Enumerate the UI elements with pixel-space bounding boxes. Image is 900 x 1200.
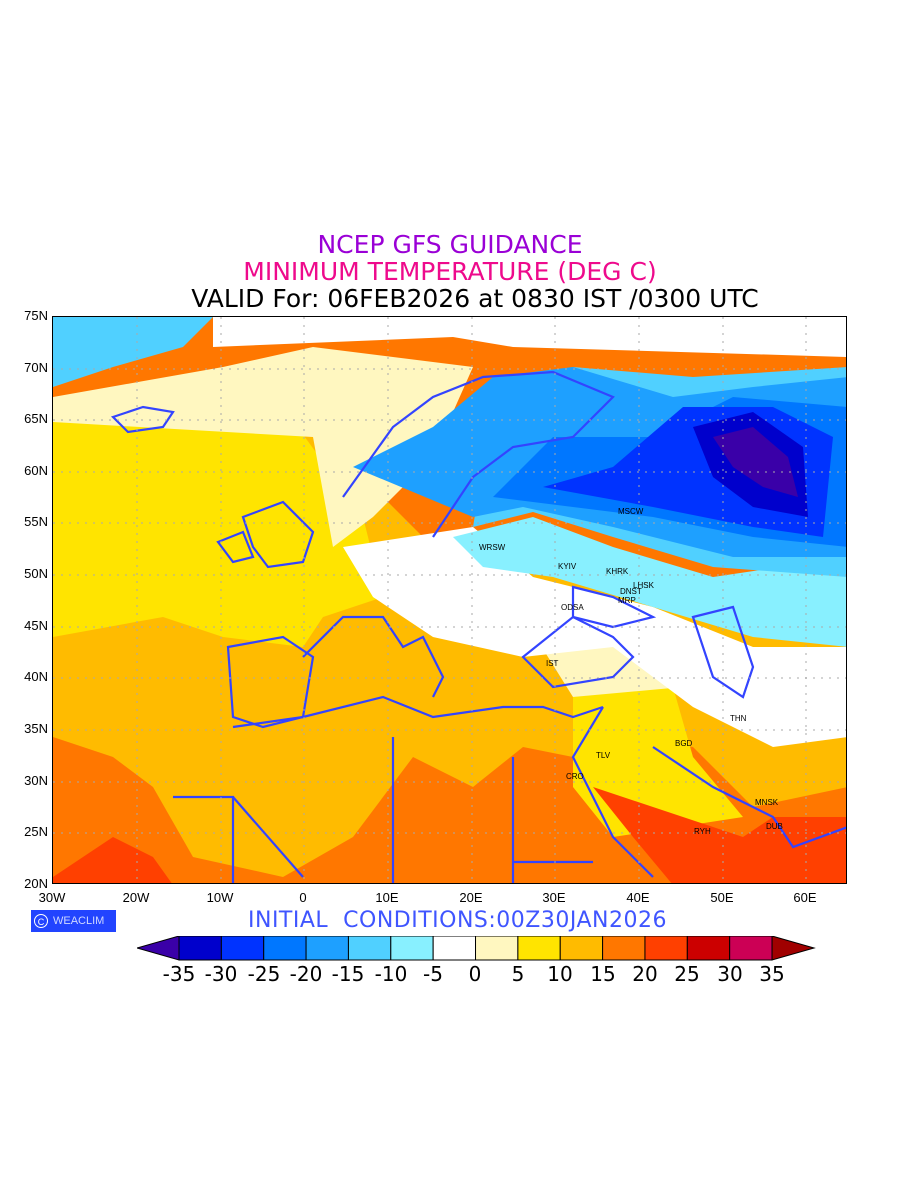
lat-label: 35N xyxy=(24,721,48,736)
colorbar-swatch xyxy=(390,936,434,961)
chart-subtitle: MINIMUM TEMPERATURE (DEG C) xyxy=(243,257,657,286)
colorbar-label: 35 xyxy=(759,962,785,986)
colorbar-swatch xyxy=(263,936,307,961)
city-label: DUB xyxy=(766,822,783,831)
colorbar-arrow-low xyxy=(137,936,180,961)
colorbar-swatch xyxy=(432,936,477,961)
lon-label: 50E xyxy=(710,890,734,905)
zone-0-5 xyxy=(343,527,846,747)
colorbar-swatch xyxy=(305,936,349,961)
zone-25-30 xyxy=(53,837,172,883)
lon-label: 40E xyxy=(626,890,650,905)
zone-5-10-north xyxy=(53,347,473,547)
city-label: BGD xyxy=(675,739,693,748)
lat-label: 50N xyxy=(24,566,48,581)
colorbar-label: 10 xyxy=(547,962,573,986)
lat-label: 20N xyxy=(24,876,48,891)
colorbar-swatch xyxy=(559,936,604,961)
lat-label: 60N xyxy=(24,463,48,478)
colorbar-swatch xyxy=(475,936,519,961)
lon-label: 30E xyxy=(542,890,566,905)
colorbar-label: 5 xyxy=(511,962,525,986)
colorbar-swatch xyxy=(644,936,688,961)
city-label: MSCW xyxy=(618,507,644,516)
city-label: DNST xyxy=(620,587,642,596)
colorbar-swatch xyxy=(178,936,222,961)
colorbar-label: -10 xyxy=(374,962,408,986)
lon-label: 10E xyxy=(375,890,399,905)
colorbar-label: -5 xyxy=(423,962,443,986)
lat-label: 40N xyxy=(24,669,48,684)
colorbar-label: -20 xyxy=(289,962,323,986)
temperature-field xyxy=(53,317,846,883)
colorbar-swatch xyxy=(347,936,392,961)
zone-neg5-0 xyxy=(453,517,846,647)
gridlines xyxy=(53,317,846,883)
zone-0-5-arctic xyxy=(213,317,846,357)
lon-label: 10W xyxy=(206,890,234,905)
city-label: TLV xyxy=(596,751,611,760)
city-label: RYH xyxy=(694,827,711,836)
copyright-icon: C xyxy=(34,914,48,928)
chart-title: NCEP GFS GUIDANCE xyxy=(317,230,583,259)
colorbar xyxy=(137,936,816,961)
city-label: WRSW xyxy=(479,543,506,552)
city-label: KYIV xyxy=(558,562,577,571)
colorbar-label: -15 xyxy=(331,962,365,986)
colorbar-label: 15 xyxy=(590,962,616,986)
colorbar-label: 30 xyxy=(717,962,743,986)
city-label: MNSK xyxy=(755,798,779,807)
logo-text: WEACLIM xyxy=(53,915,105,927)
lat-label: 70N xyxy=(24,360,48,375)
temperature-map xyxy=(52,316,847,884)
colorbar-swatch xyxy=(602,936,646,961)
colorbar-label: 25 xyxy=(674,962,700,986)
lon-label: 60E xyxy=(793,890,817,905)
colorbar-swatch xyxy=(517,936,561,961)
city-label: MRP xyxy=(618,596,636,605)
zone-25-30-east xyxy=(593,787,846,883)
lon-label: 0 xyxy=(299,890,307,905)
colorbar-swatch xyxy=(220,936,265,961)
city-label: ODSA xyxy=(561,603,584,612)
lat-label: 55N xyxy=(24,514,48,529)
city-label: IST xyxy=(546,659,559,668)
colorbar-label: -25 xyxy=(247,962,281,986)
zone-neg35-neg30 xyxy=(713,427,798,497)
coastlines xyxy=(110,370,846,883)
lat-label: 45N xyxy=(24,618,48,633)
zone-10-15-west xyxy=(53,407,383,647)
lat-label: 65N xyxy=(24,411,48,426)
lon-label: 20W xyxy=(122,890,150,905)
lat-label: 30N xyxy=(24,773,48,788)
initial-conditions: INITIAL CONDITIONS:00Z30JAN2026 xyxy=(248,908,667,933)
valid-time: VALID For: 06FEB2026 at 0830 IST /0300 U… xyxy=(191,284,759,313)
lon-label: 20E xyxy=(459,890,483,905)
city-label: LHSK xyxy=(633,581,654,590)
colorbar-arrow-high xyxy=(771,936,816,961)
colorbar-label: 20 xyxy=(632,962,658,986)
colorbar-swatch xyxy=(729,936,773,961)
lat-label: 25N xyxy=(24,824,48,839)
weaclim-logo: C WEACLIM xyxy=(31,910,116,932)
colorbar-swatch xyxy=(686,936,731,961)
city-label: THN xyxy=(730,714,747,723)
colorbar-label: 0 xyxy=(468,962,482,986)
lon-label: 30W xyxy=(38,890,66,905)
city-label: CRO xyxy=(566,772,584,781)
city-label: KHRK xyxy=(606,567,629,576)
colorbar-label: -35 xyxy=(162,962,196,986)
colorbar-label: -30 xyxy=(204,962,238,986)
lat-label: 75N xyxy=(24,308,48,323)
